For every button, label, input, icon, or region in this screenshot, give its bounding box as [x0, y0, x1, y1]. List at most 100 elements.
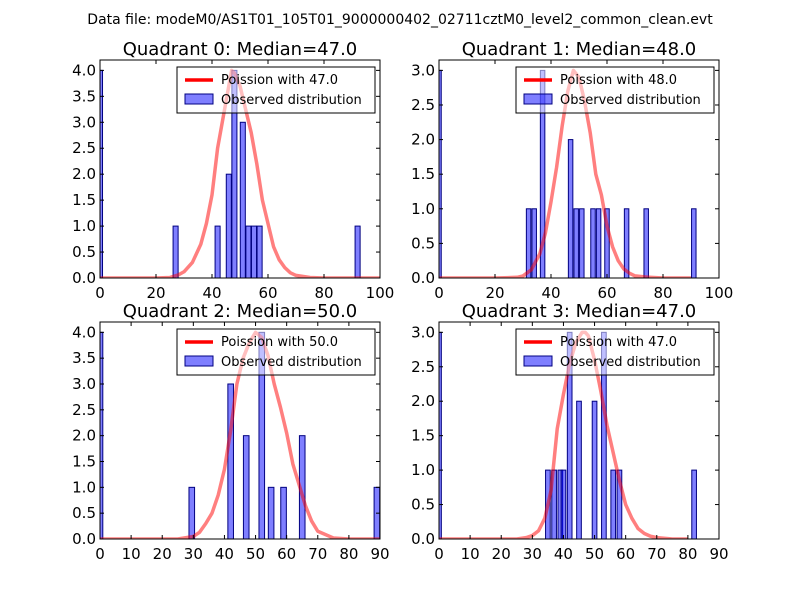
histogram-bar: [610, 469, 617, 539]
y-tick-label: 2.0: [411, 392, 435, 410]
y-tick-label: 1.0: [411, 461, 435, 479]
quadrant-1-panel: 0 20 40 60 80 100 0.0 0.5 1.0 1.5 2.0 2.5 3.0 Quadran…: [411, 39, 733, 302]
x-tick-label: 0: [434, 284, 444, 302]
y-tick-label: 3.0: [72, 375, 96, 393]
y-tick-label: 2.5: [411, 358, 435, 376]
axes-frame: [438, 59, 720, 279]
x-tick-label: 80: [339, 545, 358, 563]
y-tick-label: 4.0: [72, 61, 96, 79]
histogram-bar: [591, 400, 598, 539]
x-tick-label: 80: [678, 545, 697, 563]
legend-bar-label: Observed distribution: [560, 355, 701, 370]
x-tick-label: 10: [461, 545, 480, 563]
legend: Poission with 48.0 Observed distribution: [515, 66, 715, 114]
panel-title: Quadrant 3: Median=47.0: [462, 301, 697, 322]
y-tick-label: 4.0: [72, 323, 96, 341]
histogram-bar: [560, 469, 567, 539]
histogram-bar: [643, 208, 649, 278]
legend: Poission with 47.0 Observed distribution: [515, 328, 715, 376]
legend-box: [515, 66, 715, 114]
histogram-bar: [267, 486, 275, 539]
x-tick-label: 90: [709, 545, 728, 563]
histogram-bar: [250, 225, 258, 278]
y-tick-label: 3.0: [411, 323, 435, 341]
legend-box: [515, 328, 715, 376]
quadrant-0-panel: 0 20 40 60 80 100 0.0 0.5 1.0 1.5 2.0 2.5 3.0 3.5 4.0 Q…: [72, 39, 394, 302]
panel-title: Quadrant 1: Median=48.0: [462, 39, 697, 60]
histogram-bar: [245, 225, 252, 278]
x-tick-label: 30: [523, 545, 542, 563]
legend: Poission with 47.0 Observed distribution: [176, 66, 376, 114]
y-tick-label: 0.0: [72, 269, 96, 287]
y-tick-label: 0.0: [411, 269, 435, 287]
quadrant-2-panel: 0 10 20 30 40 50 60 70 80 90 0.0 0.5 1.0 1.5 2.0 2.5 3.0…: [72, 301, 389, 563]
y-tick-label: 2.5: [72, 139, 96, 157]
histogram-bar: [525, 208, 532, 278]
legend-bar-swatch: [523, 355, 553, 367]
y-tick-label: 3.5: [72, 349, 96, 367]
histogram-bar: [616, 469, 623, 539]
y-tick-label: 1.0: [72, 478, 96, 496]
histogram-bar: [623, 208, 630, 278]
axes-frame: [438, 321, 720, 540]
histogram-bar: [576, 400, 582, 539]
x-tick-label: 10: [122, 545, 141, 563]
y-tick-label: 1.5: [72, 191, 96, 209]
x-tick-label: 70: [308, 545, 327, 563]
x-tick-label: 40: [202, 284, 221, 302]
legend-line-label: Poission with 47.0: [221, 73, 338, 88]
x-tick-label: 40: [541, 284, 560, 302]
histogram-bar: [225, 173, 232, 278]
histogram-bar: [214, 225, 221, 278]
x-tick-label: 100: [366, 284, 395, 302]
histogram-bar: [280, 486, 287, 539]
x-tick-label: 40: [215, 545, 234, 563]
y-tick-label: 0.0: [411, 530, 435, 548]
x-tick-label: 100: [705, 284, 734, 302]
x-tick-label: 90: [370, 545, 389, 563]
x-tick-label: 0: [95, 284, 105, 302]
histogram-bar: [256, 225, 263, 278]
legend-bar-swatch: [523, 93, 553, 105]
y-tick-label: 0.5: [72, 504, 96, 522]
y-tick-label: 1.5: [72, 453, 96, 471]
y-tick-label: 1.0: [72, 217, 96, 235]
x-tick-label: 20: [485, 284, 504, 302]
axes-frame: [99, 59, 381, 279]
x-tick-label: 0: [434, 545, 444, 563]
histogram-bars: [439, 69, 697, 278]
y-tick-label: 2.0: [72, 165, 96, 183]
histogram-bar: [691, 208, 697, 278]
histogram-bar: [567, 139, 574, 278]
x-tick-label: 60: [597, 284, 616, 302]
x-tick-label: 60: [616, 545, 635, 563]
y-tick-label: 3.0: [72, 113, 96, 131]
histogram-bar: [354, 225, 361, 278]
histogram-bar: [595, 208, 602, 278]
x-tick-label: 80: [314, 284, 333, 302]
legend-box: [176, 66, 376, 114]
legend-bar-label: Observed distribution: [221, 93, 362, 108]
y-tick-label: 2.0: [411, 131, 435, 149]
legend-bar-label: Observed distribution: [560, 93, 701, 108]
y-tick-label: 1.5: [411, 427, 435, 445]
histogram-bar: [239, 121, 246, 278]
y-tick-label: 3.0: [411, 61, 435, 79]
y-tick-label: 3.5: [72, 87, 96, 105]
x-tick-label: 40: [554, 545, 573, 563]
y-tick-label: 0.5: [411, 234, 435, 252]
axes-frame: [99, 321, 381, 540]
legend-line-label: Poission with 47.0: [560, 335, 677, 350]
y-tick-label: 0.5: [72, 243, 96, 261]
histogram-bar: [172, 225, 179, 278]
legend-line-label: Poission with 50.0: [221, 335, 338, 350]
x-tick-label: 20: [153, 545, 172, 563]
panel-title: Quadrant 2: Median=50.0: [123, 301, 358, 322]
x-tick-label: 20: [146, 284, 165, 302]
x-tick-label: 70: [647, 545, 666, 563]
histogram-bar: [691, 469, 697, 539]
legend-box: [176, 328, 376, 376]
y-tick-label: 1.0: [411, 200, 435, 218]
histogram-bar: [227, 383, 234, 539]
